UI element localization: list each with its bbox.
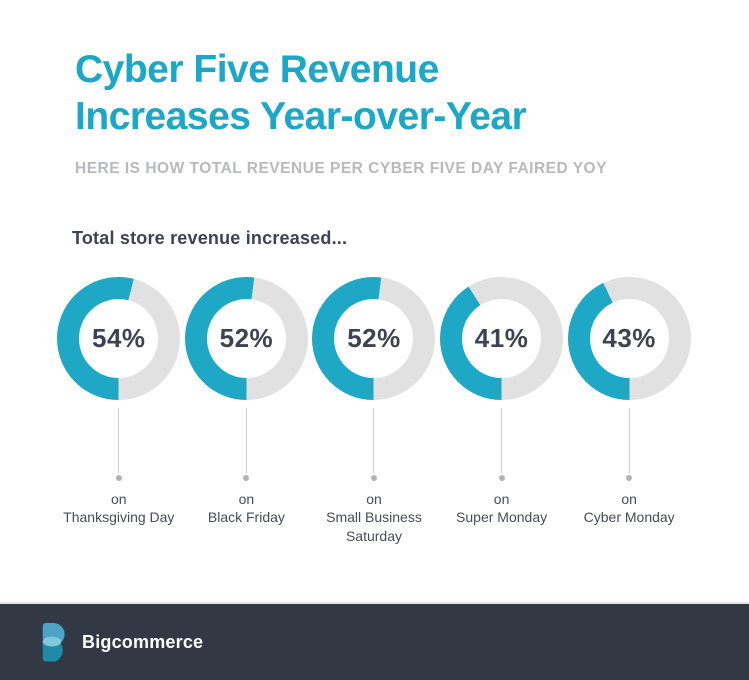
donut-value-label: 54%	[92, 323, 146, 353]
donut-column-small-business-saturday: 52% on Small Business Saturday	[310, 277, 438, 545]
day-label: on Small Business Saturday	[310, 490, 438, 545]
connector-dot	[498, 475, 505, 481]
donut-chart-small-business-saturday: 52%	[312, 277, 436, 400]
day-label-name: Super Monday	[456, 509, 548, 526]
donut-value-label: 52%	[347, 323, 401, 353]
donut-chart-row: 54% on Thanksgiving Day 52% on Black Fri…	[55, 277, 693, 545]
day-label-name: Black Friday	[207, 509, 285, 526]
bigcommerce-b-logo-icon	[42, 623, 65, 662]
connector-line	[373, 408, 375, 473]
connector-dot	[370, 475, 377, 481]
day-label-prefix: on	[238, 491, 255, 507]
connector	[370, 408, 377, 481]
connector-dot	[115, 475, 122, 481]
day-label: on Super Monday	[456, 490, 547, 527]
donut-value-label: 43%	[602, 323, 656, 353]
donut-chart-thanksgiving: 54%	[57, 277, 181, 400]
connector-dot	[243, 475, 250, 481]
donut-value-label: 41%	[474, 323, 529, 353]
connector	[626, 408, 633, 481]
page-subtitle: HERE IS HOW TOTAL REVENUE PER CYBER FIVE…	[75, 160, 607, 177]
donut-chart-cyber-monday: 43%	[567, 277, 691, 400]
page-title: Cyber Five Revenue Increases Year-over-Y…	[75, 47, 527, 141]
day-label-prefix: on	[366, 491, 382, 507]
donut-column-thanksgiving: 54% on Thanksgiving Day	[55, 277, 183, 545]
day-label: on Black Friday	[208, 490, 285, 527]
day-label-name: Thanksgiving Day	[63, 509, 175, 526]
connector	[498, 408, 505, 481]
connector	[115, 408, 122, 481]
donut-column-cyber-monday: 43% on Cyber Monday	[565, 277, 693, 545]
day-label-name: Cyber Monday	[583, 509, 675, 526]
day-label: on Thanksgiving Day	[63, 490, 174, 527]
day-label-prefix: on	[111, 491, 127, 507]
connector-line	[245, 408, 247, 473]
page-title-line1: Cyber Five Revenue	[75, 48, 439, 91]
page-title-line2: Increases Year-over-Year	[75, 94, 527, 138]
connector-line	[118, 408, 120, 473]
donut-column-super-monday: 41% on Super Monday	[438, 277, 566, 545]
connector-dot	[626, 475, 633, 481]
footer-bar: Bigcommerce	[0, 602, 749, 680]
brand-name: Bigcommerce	[82, 631, 204, 652]
connector	[243, 408, 250, 481]
day-label-name: Small Business Saturday	[326, 509, 422, 544]
chart-section-title: Total store revenue increased...	[72, 228, 348, 248]
donut-chart-super-monday: 41%	[440, 277, 564, 400]
donut-column-black-friday: 52% on Black Friday	[183, 277, 311, 545]
donut-value-label: 52%	[219, 323, 274, 353]
day-label-prefix: on	[621, 491, 637, 507]
day-label-prefix: on	[493, 491, 510, 507]
donut-chart-black-friday: 52%	[184, 277, 308, 400]
connector-line	[501, 408, 503, 473]
day-label: on Cyber Monday	[584, 490, 675, 527]
connector-line	[628, 408, 630, 473]
